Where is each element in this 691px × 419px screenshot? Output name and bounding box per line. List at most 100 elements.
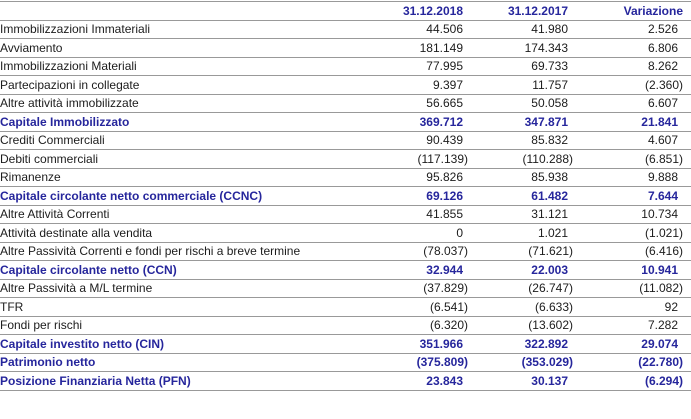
row-label: Attività destinate alla vendita <box>0 225 153 240</box>
value-variation: 8.262 <box>647 59 678 74</box>
value-2017: 41.980 <box>531 22 568 37</box>
value-2018: (6.541) <box>429 299 468 314</box>
value-2017: 85.938 <box>531 170 568 185</box>
row-label: Altre attività immobilizzate <box>0 96 139 111</box>
value-2017: (26.747) <box>528 281 573 296</box>
value-2017: 11.757 <box>532 77 568 92</box>
row-label: Fondi per rischi <box>0 318 83 333</box>
value-2018: (37.829) <box>423 281 468 296</box>
value-2018: 69.126 <box>426 188 463 203</box>
table-row: Immobilizzazioni Immateriali 44.506 41.980… <box>0 19 691 39</box>
value-variation: 10.941 <box>641 262 678 277</box>
value-variation: 6.607 <box>647 96 678 111</box>
row-label: Posizione Finanziaria Netta (PFN) <box>0 373 191 388</box>
balance-sheet: 31.12.2018 31.12.2017 Variazione Immobil… <box>0 1 691 391</box>
table-body: Immobilizzazioni Immateriali 44.506 41.980… <box>0 19 691 391</box>
table-row: Fondi per rischi (6.320) (13.602) 7.282 <box>0 315 691 335</box>
value-2018: 32.944 <box>426 262 463 277</box>
value-variation: (2.360) <box>644 77 683 92</box>
value-variation: 2.526 <box>647 22 678 37</box>
value-2017: (13.602) <box>528 318 573 333</box>
value-2017: 69.733 <box>531 59 568 74</box>
header-empty <box>0 1 360 21</box>
value-2018: (375.809) <box>416 355 468 370</box>
total-row: Capitale circolante netto (CCN) 32.944 22.… <box>0 260 691 280</box>
total-row: Patrimonio netto (375.809) (353.029) (22.78… <box>0 352 691 372</box>
value-2018: 90.439 <box>426 133 463 148</box>
total-row: Capitale Immobilizzato 369.712 347.871 21.8… <box>0 112 691 132</box>
header-col-2018: 31.12.2018 <box>360 1 468 21</box>
value-variation: 9.888 <box>647 170 678 185</box>
row-label: Patrimonio netto <box>0 355 96 370</box>
value-2017: 322.892 <box>524 336 568 351</box>
row-label: Rimanenze <box>0 170 61 185</box>
value-variation: (6.294) <box>644 373 683 388</box>
value-2017: 31.121 <box>531 207 568 222</box>
total-row: Posizione Finanziaria Netta (PFN) 23.843 3… <box>0 371 691 391</box>
header-row: 31.12.2018 31.12.2017 Variazione <box>0 1 691 21</box>
value-variation: 92 <box>664 299 678 314</box>
row-label: Altre Passività Correnti e fondi per ris… <box>0 244 301 259</box>
header-col-2017-label: 31.12.2017 <box>507 3 568 18</box>
row-label: Capitale investito netto (CIN) <box>0 336 165 351</box>
financial-table: 31.12.2018 31.12.2017 Variazione Immobil… <box>0 1 691 391</box>
row-label: Debiti commerciali <box>0 151 99 166</box>
value-2018: 23.843 <box>426 373 463 388</box>
value-2017: 22.003 <box>531 262 568 277</box>
row-label: Capitale circolante netto (CCN) <box>0 262 177 277</box>
row-label: Avviamento <box>0 40 63 55</box>
value-2018: 77.995 <box>426 59 463 74</box>
value-2018: (117.139) <box>417 151 468 166</box>
row-label: Immobilizzazioni Immateriali <box>0 22 151 37</box>
value-variation: 7.282 <box>647 318 678 333</box>
value-2017: 347.871 <box>524 114 568 129</box>
value-variation: 7.644 <box>647 188 678 203</box>
row-label: Partecipazioni in collegate <box>0 77 140 92</box>
value-2017: (71.621) <box>528 244 573 259</box>
value-2017: 30.137 <box>531 373 568 388</box>
header-col-variation: Variazione <box>573 1 691 21</box>
row-label: Immobilizzazioni Materiali <box>0 59 137 74</box>
value-variation: (6.416) <box>644 244 683 259</box>
table-row: Rimanenze 95.826 85.938 9.888 <box>0 167 691 187</box>
table-row: Avviamento 181.149 174.343 6.806 <box>0 38 691 58</box>
row-label: Capitale circolante netto commerciale (C… <box>0 188 263 203</box>
table-row: Debiti commerciali (117.139) (110.288) (6.8… <box>0 149 691 169</box>
value-2018: 95.826 <box>426 170 463 185</box>
row-label: Crediti Commerciali <box>0 133 105 148</box>
value-2018: 181.149 <box>419 40 463 55</box>
table-row: Attività destinate alla vendita 0 1.021 (1.… <box>0 223 691 243</box>
row-label: Altre Attività Correnti <box>0 207 110 222</box>
value-2017: (6.633) <box>534 299 573 314</box>
header-col-2018-label: 31.12.2018 <box>402 3 463 18</box>
value-2018: (6.320) <box>429 318 468 333</box>
value-variation: (11.082) <box>639 281 683 296</box>
value-2018: 44.506 <box>426 22 463 37</box>
table-row: Crediti Commerciali 90.439 85.832 4.607 <box>0 130 691 150</box>
value-variation: 6.806 <box>647 40 678 55</box>
table-row: Altre Passività a M/L termine (37.829) (26… <box>0 278 691 298</box>
value-2017: 1.021 <box>537 225 568 240</box>
value-variation: (6.851) <box>644 151 683 166</box>
value-2018: 369.712 <box>419 114 463 129</box>
row-label: Altre Passività a M/L termine <box>0 281 153 296</box>
value-2018: 0 <box>456 225 463 240</box>
value-2018: 9.397 <box>432 77 463 92</box>
row-label: TFR <box>0 299 24 314</box>
total-row: Capitale circolante netto commerciale (C… <box>0 186 691 206</box>
value-2018: 351.966 <box>419 336 463 351</box>
value-variation: 21.841 <box>641 114 678 129</box>
table-row: Altre Passività Correnti e fondi per ris… <box>0 241 691 261</box>
table-row: Altre attività immobilizzate 56.665 50.058… <box>0 93 691 113</box>
value-2018: 56.665 <box>426 96 463 111</box>
table-row: Immobilizzazioni Materiali 77.995 69.733 8.… <box>0 56 691 76</box>
table-row: TFR (6.541) (6.633) 92 <box>0 297 691 317</box>
row-label: Capitale Immobilizzato <box>0 114 130 129</box>
value-variation: 29.074 <box>641 336 678 351</box>
value-2017: 85.832 <box>531 133 568 148</box>
value-variation: (22.780) <box>638 355 683 370</box>
value-2017: 61.482 <box>531 188 568 203</box>
table-row: Altre Attività Correnti 41.855 31.121 10.73… <box>0 204 691 224</box>
value-2017: 174.343 <box>524 40 568 55</box>
value-2017: 50.058 <box>531 96 568 111</box>
